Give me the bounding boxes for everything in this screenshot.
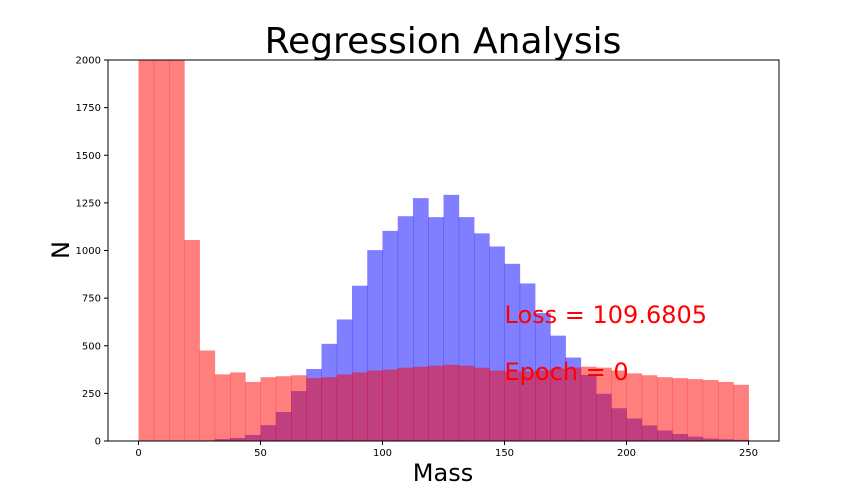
histogram-bar-s1-b37 xyxy=(702,380,719,441)
histogram-bar-s1-b35 xyxy=(672,378,688,441)
histogram-bar-s1-b15 xyxy=(367,370,383,441)
chart-title: Regression Analysis xyxy=(265,21,622,62)
x-axis-label: Mass xyxy=(413,459,473,487)
histogram-bar-s1-b22 xyxy=(474,367,490,441)
histogram-bars xyxy=(138,60,749,441)
y-tick-label: 250 xyxy=(82,389,101,400)
histogram-bar-s1-b8 xyxy=(260,377,277,441)
histogram-bar-s1-b1 xyxy=(153,60,170,441)
histogram-bar-s1-b5 xyxy=(214,374,231,441)
histogram-bar-s1-b31 xyxy=(611,370,627,441)
histogram-bar-s1-b23 xyxy=(489,370,505,441)
y-tick-label: 500 xyxy=(82,341,101,352)
histogram-bar-s1-b2 xyxy=(169,60,185,441)
y-tick-label: 1000 xyxy=(76,246,101,257)
histogram-bar-s1-b3 xyxy=(184,240,200,441)
histogram-bar-s1-b4 xyxy=(199,350,216,441)
histogram-bar-s1-b38 xyxy=(718,381,734,441)
x-tick-label: 150 xyxy=(495,448,514,459)
x-axis-ticks: 0 50 100 150 200 250 xyxy=(135,441,758,459)
histogram-bar-s1-b29 xyxy=(580,366,597,441)
histogram-bar-s1-b26 xyxy=(535,370,551,441)
y-axis-ticks: 0 250 500 750 1000 1250 1500 1750 2000 xyxy=(76,56,108,448)
histogram-bar-s1-b30 xyxy=(596,367,612,441)
annotation-1: Epoch = 0 xyxy=(505,358,629,386)
histogram-bar-s1-b32 xyxy=(626,373,643,441)
histogram-bar-s1-b0 xyxy=(138,60,155,441)
histogram-bar-s1-b21 xyxy=(458,365,475,441)
histogram-bar-s1-b13 xyxy=(336,374,353,441)
histogram-bar-s1-b24 xyxy=(504,371,521,441)
histogram-bar-s1-b39 xyxy=(733,384,749,441)
histogram-bar-s1-b34 xyxy=(657,377,673,441)
y-tick-label: 0 xyxy=(95,437,101,448)
y-tick-label: 2000 xyxy=(76,56,101,67)
histogram-bar-s1-b27 xyxy=(550,368,566,441)
histogram-bar-s1-b33 xyxy=(641,375,658,441)
annotation-0: Loss = 109.6805 xyxy=(505,301,708,329)
histogram-bar-s1-b18 xyxy=(413,366,429,441)
histogram-bar-s1-b36 xyxy=(687,379,704,441)
x-tick-label: 100 xyxy=(373,448,392,459)
x-tick-label: 250 xyxy=(739,448,758,459)
histogram-bar-s1-b12 xyxy=(321,377,338,441)
histogram-bar-s1-b10 xyxy=(291,375,307,441)
histogram-bar-s1-b16 xyxy=(382,369,399,441)
histogram-bar-s1-b17 xyxy=(397,367,414,441)
histogram-bar-s1-b19 xyxy=(428,365,444,441)
histogram-bar-s1-b11 xyxy=(306,378,322,441)
histogram-bar-s1-b9 xyxy=(275,376,292,441)
x-tick-label: 0 xyxy=(135,448,141,459)
y-tick-label: 750 xyxy=(82,294,101,305)
x-tick-label: 200 xyxy=(617,448,636,459)
histogram-bar-s1-b28 xyxy=(565,367,582,441)
y-tick-label: 1500 xyxy=(76,151,101,162)
histogram-bar-s1-b6 xyxy=(230,372,246,441)
histogram-bar-s1-b20 xyxy=(443,364,460,441)
y-tick-label: 1750 xyxy=(76,103,101,114)
histogram-bar-s1-b7 xyxy=(245,381,261,441)
histogram-bar-s1-b14 xyxy=(352,372,368,441)
y-tick-label: 1250 xyxy=(76,198,101,209)
histogram-bar-s1-b25 xyxy=(519,371,536,441)
y-axis-label: N xyxy=(47,241,75,259)
x-tick-label: 50 xyxy=(254,448,267,459)
chart-annotations: Loss = 109.6805 Epoch = 0 xyxy=(505,301,708,386)
